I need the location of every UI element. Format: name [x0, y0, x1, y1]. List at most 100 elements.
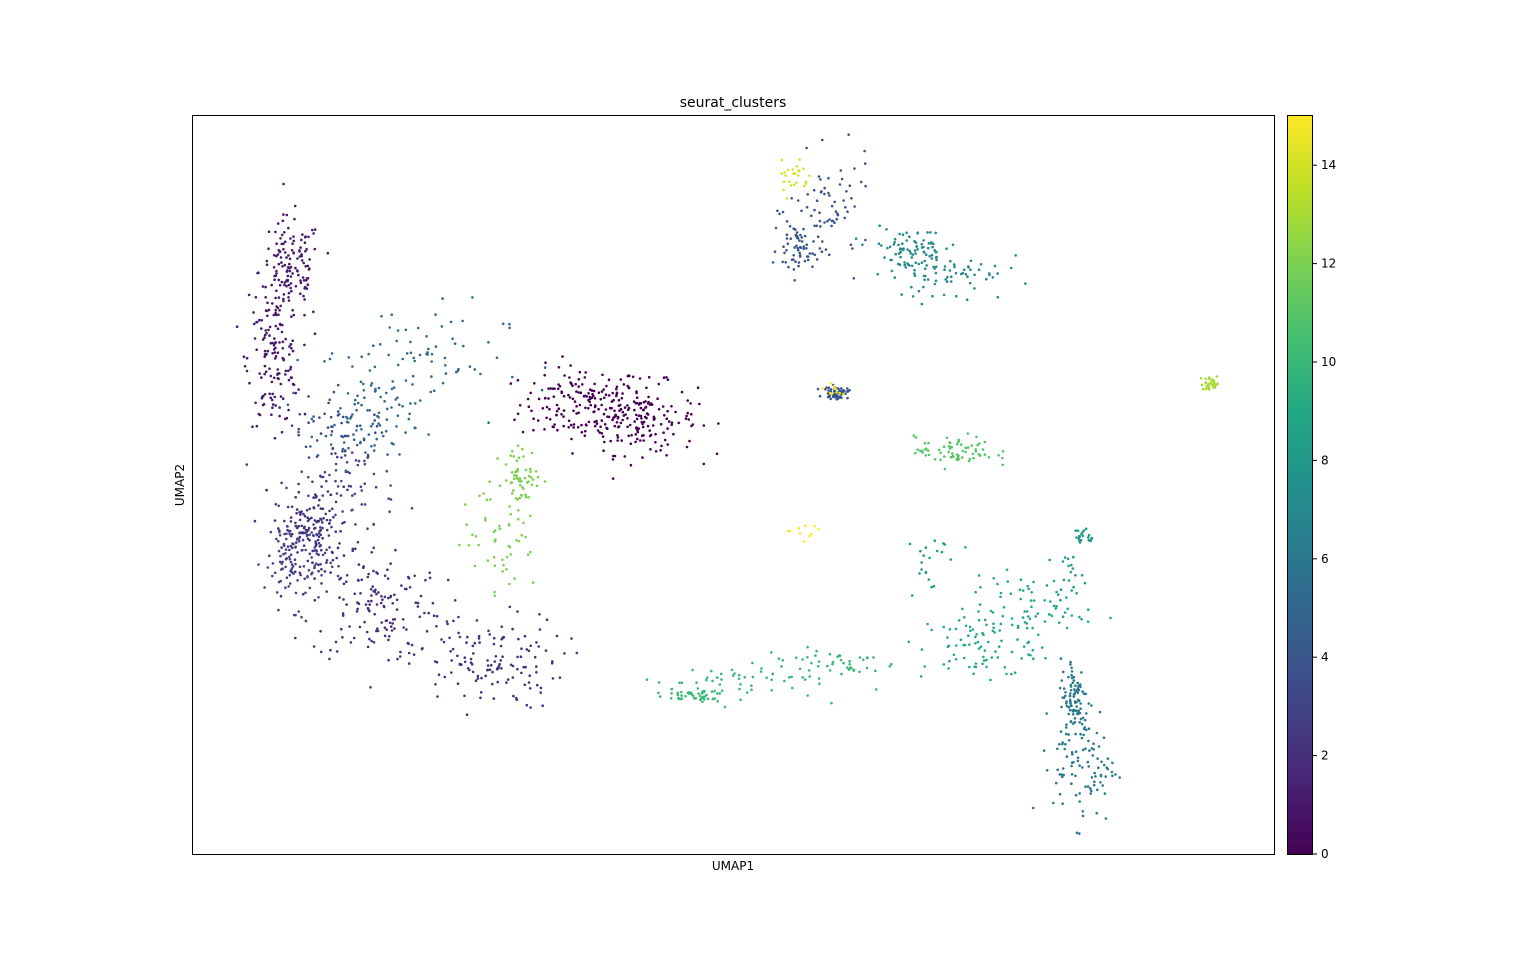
scatter-point-cluster-2 — [515, 698, 519, 701]
scatter-point-cluster-8 — [924, 570, 928, 574]
scatter-point-cluster-5 — [385, 418, 389, 421]
scatter-point-cluster-2 — [318, 498, 321, 502]
scatter-point-cluster-15 — [804, 524, 807, 527]
scatter-point-cluster-10 — [831, 662, 834, 666]
scatter-point-cluster-0 — [562, 415, 565, 418]
scatter-point-cluster-2 — [425, 630, 429, 633]
scatter-point-cluster-2 — [375, 592, 378, 596]
scatter-point-cluster-4 — [781, 210, 785, 214]
scatter-point-cluster-6 — [1065, 704, 1069, 708]
scatter-point-cluster-12 — [529, 470, 532, 474]
scatter-point-cluster-2 — [327, 534, 331, 537]
scatter-point-cluster-2 — [328, 509, 331, 513]
scatter-point-cluster-1 — [242, 355, 246, 359]
scatter-point-cluster-10 — [686, 691, 690, 695]
scatter-point-cluster-5 — [451, 337, 454, 341]
scatter-point-cluster-4 — [864, 238, 867, 242]
scatter-point-cluster-8 — [1076, 529, 1080, 533]
scatter-point-cluster-0 — [599, 425, 602, 429]
scatter-point-cluster-2 — [338, 596, 341, 599]
scatter-point-cluster-3 — [307, 475, 310, 479]
scatter-point-cluster-0 — [659, 449, 662, 452]
scatter-point-cluster-6 — [1072, 693, 1076, 696]
scatter-point-cluster-2 — [511, 664, 515, 668]
scatter-point-cluster-2 — [476, 674, 480, 678]
scatter-point-cluster-9 — [968, 643, 971, 646]
scatter-point-cluster-2 — [297, 490, 301, 494]
scatter-point-cluster-1 — [277, 296, 281, 299]
scatter-point-cluster-10 — [846, 666, 849, 669]
scatter-point-cluster-2 — [480, 676, 483, 680]
scatter-point-cluster-6 — [1074, 690, 1077, 693]
scatter-point-cluster-3 — [356, 540, 360, 544]
scatter-point-cluster-0 — [648, 429, 651, 432]
scatter-point-cluster-12 — [494, 538, 497, 541]
scatter-point-cluster-10 — [716, 692, 719, 695]
scatter-point-cluster-2 — [305, 509, 309, 512]
scatter-point-cluster-2 — [294, 495, 298, 499]
scatter-point-cluster-4 — [846, 396, 849, 400]
scatter-point-cluster-3 — [315, 552, 319, 555]
scatter-point-cluster-2 — [366, 575, 370, 579]
scatter-point-cluster-2 — [317, 535, 321, 539]
scatter-point-cluster-10 — [875, 688, 878, 691]
scatter-point-cluster-2 — [506, 678, 510, 681]
scatter-point-cluster-8 — [1062, 578, 1066, 582]
scatter-point-cluster-2 — [296, 526, 299, 530]
scatter-point-cluster-1 — [303, 343, 306, 347]
scatter-point-cluster-2 — [466, 635, 469, 639]
scatter-point-cluster-1 — [276, 351, 280, 355]
scatter-point-cluster-9 — [1080, 617, 1083, 621]
scatter-point-cluster-0 — [563, 374, 566, 377]
scatter-point-cluster-2 — [496, 680, 500, 684]
scatter-point-cluster-11 — [966, 432, 970, 435]
scatter-point-cluster-4 — [834, 210, 838, 213]
scatter-point-cluster-3 — [278, 533, 282, 537]
scatter-point-cluster-6 — [1067, 675, 1070, 679]
scatter-point-cluster-6 — [1065, 700, 1068, 703]
scatter-point-cluster-6 — [1079, 702, 1082, 705]
scatter-point-cluster-7 — [899, 250, 902, 254]
scatter-point-cluster-1 — [261, 285, 265, 288]
scatter-point-cluster-0 — [604, 408, 608, 411]
scatter-point-cluster-2 — [383, 634, 387, 638]
scatter-point-cluster-12 — [524, 493, 527, 497]
scatter-point-cluster-2 — [370, 551, 374, 554]
scatter-point-cluster-12 — [517, 456, 521, 460]
scatter-point-cluster-2 — [545, 618, 549, 621]
scatter-point-cluster-3 — [387, 497, 391, 501]
scatter-point-cluster-9 — [992, 577, 995, 580]
scatter-point-cluster-5 — [396, 363, 400, 367]
scatter-point-cluster-2 — [314, 542, 318, 545]
scatter-point-cluster-5 — [396, 396, 399, 400]
scatter-point-cluster-9 — [1023, 610, 1026, 613]
scatter-point-cluster-9 — [978, 603, 982, 606]
scatter-point-cluster-2 — [389, 562, 392, 565]
scatter-point-cluster-1 — [260, 396, 264, 400]
scatter-point-cluster-6 — [1064, 694, 1067, 698]
scatter-point-cluster-11 — [912, 434, 916, 437]
scatter-point-cluster-0 — [581, 383, 584, 386]
scatter-point-cluster-9 — [992, 622, 995, 625]
scatter-point-cluster-1 — [273, 337, 276, 340]
scatter-point-cluster-3 — [308, 533, 311, 537]
scatter-point-cluster-5 — [329, 443, 333, 446]
scatter-point-cluster-9 — [1029, 653, 1032, 657]
scatter-point-cluster-1 — [287, 296, 290, 299]
scatter-point-cluster-2 — [315, 533, 318, 536]
scatter-point-cluster-6 — [1087, 702, 1091, 705]
scatter-point-cluster-3 — [300, 615, 303, 619]
scatter-point-cluster-6 — [1058, 792, 1062, 796]
scatter-point-cluster-6 — [1093, 780, 1096, 784]
scatter-point-cluster-4 — [795, 244, 798, 248]
scatter-point-cluster-7 — [909, 251, 912, 255]
scatter-point-cluster-5 — [407, 417, 411, 421]
scatter-point-cluster-0 — [654, 441, 657, 444]
scatter-point-cluster-3 — [343, 449, 347, 452]
scatter-point-cluster-3 — [372, 522, 376, 526]
scatter-point-cluster-2 — [487, 629, 490, 633]
scatter-point-cluster-6 — [1069, 720, 1073, 723]
scatter-point-cluster-6 — [1082, 692, 1086, 695]
scatter-point-cluster-8 — [1079, 538, 1083, 542]
x-axis-label: UMAP1 — [712, 859, 754, 873]
